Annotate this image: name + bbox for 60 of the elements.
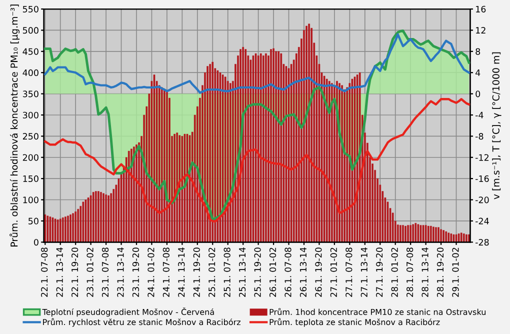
- x-tick-label: 24.1. 19-20: [193, 248, 200, 297]
- legend-label: Prům. rychlost větru ze stanic Mošnov a Racibórz: [43, 318, 241, 327]
- y2-tick-label: -20: [476, 196, 489, 204]
- y-tick-label: 0: [34, 238, 38, 246]
- y-tick-label: 100: [23, 196, 38, 204]
- y-tick-label: 200: [22, 154, 38, 161]
- legend-label: Prům. 1hod koncentrace PM10 ze stanic na Ostravsku: [270, 308, 486, 316]
- x-tick-label: 23.1. 01-02: [86, 248, 94, 297]
- line-series: [44, 33, 470, 94]
- y2-tick-label: -28: [476, 238, 489, 246]
- x-tick-label: 25.1. 13-14: [239, 248, 246, 297]
- y2-tick-label: 12: [476, 27, 486, 34]
- y2-tick-label: 0: [476, 90, 480, 98]
- y-axis-title: Prům. oblastní hodinová koncentrace PM₁₀ [µg.m⁻³]: [10, 4, 20, 246]
- x-tick-label: 23.1. 07-08: [102, 248, 109, 297]
- x-tick-label: 22.1. 07-08: [41, 248, 48, 297]
- x-tick-label: 24.1. 07-08: [162, 248, 170, 297]
- x-tick-label: 24.1. 01-02: [148, 248, 154, 297]
- legend-label: Prům. teplota ze stanic Mošnov a Racibórz: [270, 318, 440, 327]
- y-tick-label: 500: [22, 27, 38, 34]
- x-tick-label: 25.1. 07-08: [224, 248, 230, 297]
- y-tick-label: 350: [22, 90, 38, 98]
- y-tick-label: 450: [22, 48, 38, 55]
- y-tick-label: 300: [22, 112, 38, 118]
- y2-tick-label: -16: [476, 175, 489, 182]
- y-tick-label: 400: [22, 69, 38, 76]
- x-tick-label: 27.1. 01-02: [330, 248, 337, 297]
- x-tick-label: 23.1. 19-20: [132, 248, 140, 297]
- x-tick-label: 22.1. 13-14: [56, 248, 63, 297]
- x-tick-label: 28.1. 07-08: [406, 248, 414, 297]
- y-tick-label: 550: [22, 6, 38, 12]
- x-tick-label: 26.1. 19-20: [315, 248, 322, 297]
- x-tick-label: 28.1. 19-20: [436, 248, 444, 297]
- x-tick-label: 26.1. 01-02: [269, 248, 276, 297]
- x-tick-label: 25.1. 19-20: [254, 248, 261, 297]
- y-tick-label: 50: [28, 218, 38, 224]
- x-tick-label: 26.1. 13-14: [300, 248, 307, 297]
- y2-tick-label: -24: [476, 218, 489, 224]
- x-tick-label: 28.1. 01-02: [391, 248, 398, 297]
- x-tick-label: 27.1. 19-20: [376, 248, 383, 297]
- x-tick-label: 25.1. 01-02: [208, 248, 216, 297]
- y2-tick-label: -4: [476, 112, 484, 118]
- y-tick-label: 250: [22, 133, 38, 140]
- y2-tick-label: -8: [476, 133, 484, 140]
- x-tick-label: 22.1. 19-20: [72, 248, 78, 297]
- x-tick-label: 24.1. 13-14: [178, 248, 185, 297]
- x-tick-label: 23.1. 13-14: [117, 248, 124, 297]
- line-series: [44, 98, 470, 223]
- y-tick-label: 150: [23, 175, 38, 182]
- x-tick-label: 26.1. 07-08: [284, 248, 292, 297]
- y2-tick-label: 4: [476, 70, 480, 76]
- x-tick-label: 27.1. 13-14: [360, 248, 368, 297]
- y2-tick-label: -12: [476, 154, 488, 161]
- y2-tick-label: 8: [476, 48, 480, 55]
- y2-tick-label: 16: [476, 6, 486, 12]
- x-tick-label: 28.1. 13-14: [422, 248, 428, 297]
- x-tick-label: 29.1. 01-02: [452, 248, 459, 297]
- y2-axis-title: v [m.s⁻¹], T [°C], γ [°C/1000 m]: [492, 52, 502, 200]
- x-tick-label: 27.1. 07-08: [346, 248, 352, 297]
- legend-label: Teplotní pseudogradient Mošnov - Červená: [42, 307, 214, 317]
